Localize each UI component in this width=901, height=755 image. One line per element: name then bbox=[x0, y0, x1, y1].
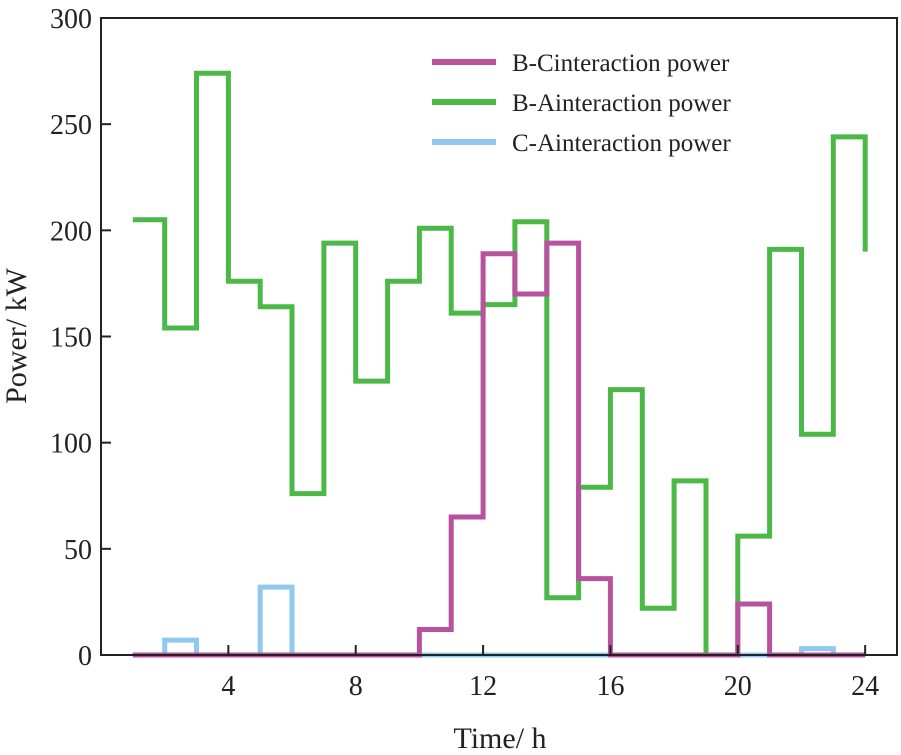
legend-item: B-Ainteraction power bbox=[432, 90, 731, 117]
y-axis-label: Power/ kW bbox=[0, 267, 33, 403]
x-tick-label: 12 bbox=[469, 671, 497, 702]
y-tick-label: 100 bbox=[50, 429, 92, 460]
series-layer bbox=[132, 70, 868, 658]
ticks-layer: 4 8 12 16 20 24 0 50 100 150 200 250 300 bbox=[50, 4, 879, 702]
x-tick-label: 4 bbox=[221, 671, 235, 702]
axes-layer bbox=[100, 17, 898, 656]
series-line-c-ainteraction-power bbox=[132, 584, 866, 658]
y-tick-label: 50 bbox=[64, 535, 92, 566]
y-tick-label: 200 bbox=[50, 216, 92, 247]
legend-label: C-Ainteraction power bbox=[512, 130, 731, 157]
legend-label: B-Cinteraction power bbox=[512, 50, 730, 77]
legend-item: C-Ainteraction power bbox=[432, 130, 731, 157]
x-tick-label: 8 bbox=[349, 671, 363, 702]
series-line-b-ainteraction-power bbox=[132, 70, 868, 658]
y-tick-label: 0 bbox=[78, 641, 92, 672]
x-tick-label: 20 bbox=[724, 671, 752, 702]
legend-item: B-Cinteraction power bbox=[432, 50, 730, 77]
x-tick-label: 24 bbox=[851, 671, 879, 702]
legend: B-Cinteraction power B-Ainteraction power… bbox=[432, 50, 731, 157]
y-tick-label: 150 bbox=[50, 323, 92, 354]
plot-frame bbox=[100, 17, 898, 656]
y-tick-label: 250 bbox=[50, 110, 92, 141]
x-tick-label: 16 bbox=[596, 671, 624, 702]
x-axis-label: Time/ h bbox=[453, 722, 546, 755]
y-tick-label: 300 bbox=[50, 4, 92, 35]
legend-label: B-Ainteraction power bbox=[512, 90, 731, 117]
